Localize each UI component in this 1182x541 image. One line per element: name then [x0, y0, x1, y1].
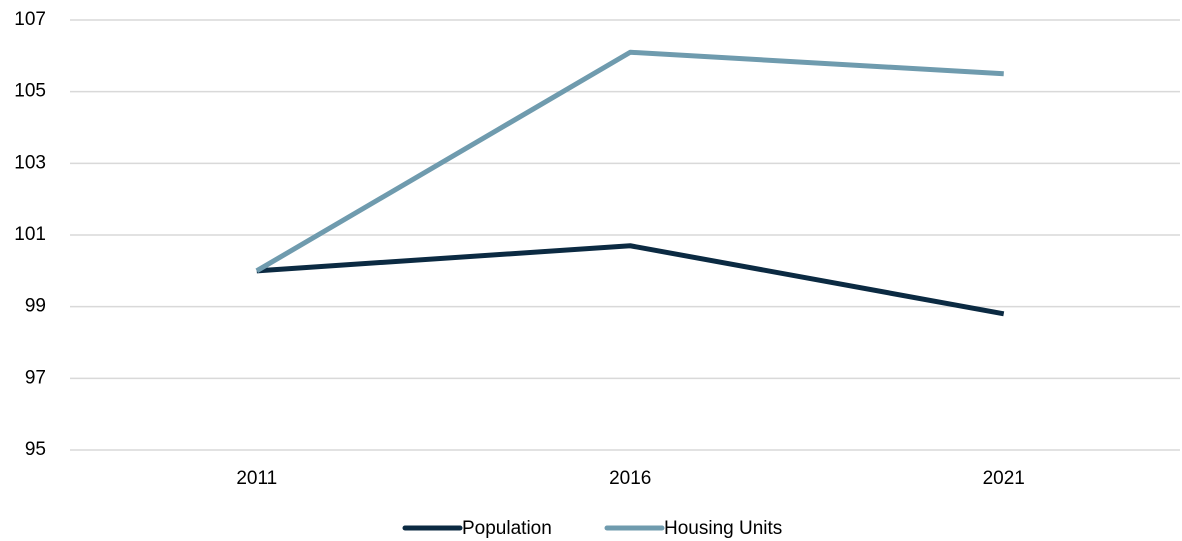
- y-tick-label: 101: [14, 224, 46, 245]
- y-tick-label: 103: [14, 152, 46, 173]
- y-tick-label: 105: [14, 81, 46, 102]
- y-tick-label: 97: [25, 367, 46, 388]
- x-tick-label: 2011: [236, 468, 277, 489]
- y-tick-label: 95: [25, 439, 46, 460]
- legend-label: Population: [462, 518, 552, 539]
- y-tick-label: 99: [25, 296, 46, 317]
- series-line: [255, 49, 1004, 273]
- x-tick-label: 2016: [609, 468, 651, 489]
- series-line: [256, 243, 1005, 317]
- x-tick-label: 2021: [983, 468, 1025, 489]
- y-tick-label: 107: [14, 9, 46, 30]
- legend-label: Housing Units: [664, 518, 782, 539]
